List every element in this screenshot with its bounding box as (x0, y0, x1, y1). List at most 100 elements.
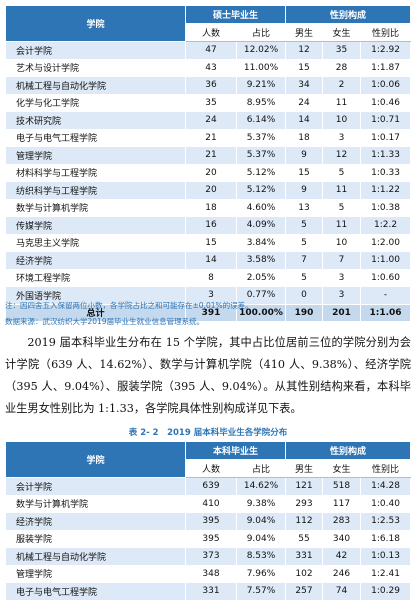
table-cell: 材料科学与工程学院 (5, 163, 186, 182)
table-cell: 373 (185, 547, 237, 566)
table-cell: 2.05% (235, 268, 287, 287)
table-cell: 246 (322, 564, 362, 583)
table-row: 化学与化工学院 35 8.95% 24 11 1:0.46 (5, 93, 412, 112)
table-row: 技术研究院 24 6.14% 14 10 1:0.71 (5, 111, 412, 130)
table-cell: 4.09% (235, 216, 287, 235)
table-cell: 传媒学院 (5, 216, 186, 235)
header-cell: 学院 (5, 5, 186, 42)
table-cell: 5.12% (235, 163, 287, 182)
table-cell: 24 (185, 111, 237, 130)
table-cell: 7 (322, 251, 362, 270)
table-cell: 10 (322, 111, 362, 130)
table-cell: 12 (322, 146, 362, 165)
table-cell: 1:2.2 (360, 216, 412, 235)
table-cell: 电子与电气工程学院 (5, 128, 186, 147)
table-cell: 9 (285, 181, 324, 200)
table-cell: 15 (185, 233, 237, 252)
table-cell: 18 (285, 128, 324, 147)
table-cell: 经济学院 (5, 512, 186, 531)
table-cell: 外国语学院 (5, 286, 186, 305)
table-cell: 1:0.40 (360, 494, 412, 513)
table-cell: 1:1.22 (360, 181, 412, 200)
table-cell: 5.37% (235, 146, 287, 165)
table-cell: 0 (285, 286, 324, 305)
table-row: 会计学院 47 12.02% 12 35 1:2.92 (5, 41, 412, 60)
table-cell: 1:0.33 (360, 163, 412, 182)
table-cell: 100.00% (235, 303, 287, 322)
table-cell: 15 (285, 58, 324, 77)
table-cell: 机械工程与自动化学院 (5, 76, 186, 95)
table-cell: 3.84% (235, 233, 287, 252)
table-cell: 管理学院 (5, 146, 186, 165)
table-cell: 纺织科学与工程学院 (5, 181, 186, 200)
table-cell: 5 (285, 233, 324, 252)
table-cell: 21 (185, 146, 237, 165)
table-cell: 7.96% (235, 564, 287, 583)
table-cell: 服装学院 (5, 529, 186, 548)
table-cell: 艺术与设计学院 (5, 58, 186, 77)
header-cell: 女生 (322, 23, 362, 42)
table-cell: 24 (285, 93, 324, 112)
header-row: 人数 占比 男生 女生 性别比 (6, 459, 412, 478)
table-cell: 11 (322, 216, 362, 235)
table-row: 电子与电气工程学院 21 5.37% 18 3 1:0.17 (5, 128, 412, 147)
header-cell: 人数 (185, 459, 237, 478)
table-cell: 28 (322, 58, 362, 77)
header-cell: 性别比 (360, 23, 412, 42)
table-cell: 117 (322, 494, 362, 513)
table-cell: 21 (185, 128, 237, 147)
table-row: 电子与电气工程学院 331 7.57% 257 74 1:0.29 (5, 582, 412, 601)
table-cell: 15 (285, 163, 324, 182)
header-cell: 人数 (185, 23, 237, 42)
table-cell: 电子与电气工程学院 (5, 582, 186, 601)
table-cell: - (360, 286, 412, 305)
table-cell: 36 (185, 76, 237, 95)
table-cell: 4.60% (235, 198, 287, 217)
header-cell: 男生 (285, 23, 324, 42)
table-row: 数学与计算机学院 18 4.60% 13 5 1:0.38 (5, 198, 412, 217)
table-cell: 257 (285, 582, 324, 601)
table-cell: 121 (285, 477, 324, 496)
total-row: 总计 391 100.00% 190 201 1:1.06 (5, 303, 412, 322)
table-row: 机械工程与自动化学院 373 8.53% 331 42 1:0.13 (5, 547, 412, 566)
note: 数据来源：武汉纺织大学2019届毕业生就业信息管理系统。 (5, 317, 205, 326)
table-cell: 2 (322, 76, 362, 95)
table-cell: 总计 (5, 303, 186, 322)
table-cell: 1:0.71 (360, 111, 412, 130)
table-cell: 395 (185, 512, 237, 531)
note: 注：因四舍五入保留两位小数，各学院占比之和可能存在±0.01%的误差。 (5, 301, 253, 310)
table-cell: 1:0.13 (360, 547, 412, 566)
table-cell: 42 (322, 547, 362, 566)
table-cell: 1:0.17 (360, 128, 412, 147)
header-cell: 硕士毕业生 (184, 5, 287, 24)
table-cell: 331 (185, 582, 237, 601)
table-cell: 9 (285, 146, 324, 165)
table-cell: 5 (322, 198, 362, 217)
table-row: 艺术与设计学院 43 11.00% 15 28 1:1.87 (5, 58, 412, 77)
table-cell: 1:1.87 (360, 58, 412, 77)
table-cell: 7 (285, 251, 324, 270)
table: 学院 硕士毕业生 性别构成 人数 占比 男生 女生 性别比 会计学院 47 12.02% 12 35 1:… (5, 5, 412, 322)
paragraph: 2019 届本科毕业生分布在 15 个学院，其中占比位居前三位的学院分别为会计学… (5, 336, 411, 415)
table-cell: 数学与计算机学院 (5, 494, 186, 513)
table-cell: 环境工程学院 (5, 268, 186, 287)
table-cell: 1:0.38 (360, 198, 412, 217)
table-cell: 6.14% (235, 111, 287, 130)
table-row: 会计学院 639 14.62% 121 518 1:4.28 (5, 477, 412, 496)
table-cell: 518 (322, 477, 362, 496)
table-cell: 1:2.53 (360, 512, 412, 531)
table-cell: 管理学院 (5, 564, 186, 583)
table-cell: 410 (185, 494, 237, 513)
table-cell: 3 (322, 286, 362, 305)
table-row: 机械工程与自动化学院 36 9.21% 34 2 1:0.06 (5, 76, 412, 95)
table-cell: 293 (285, 494, 324, 513)
header-cell: 占比 (235, 23, 287, 42)
header-cell: 女生 (322, 459, 362, 478)
table-cell: 395 (185, 529, 237, 548)
table-row: 管理学院 348 7.96% 102 246 1:2.41 (5, 564, 412, 583)
table-cell: 14 (185, 251, 237, 270)
table-cell: 12 (285, 41, 324, 60)
table-cell: 8.95% (235, 93, 287, 112)
table-cell: 340 (322, 529, 362, 548)
table-row: 传媒学院 16 4.09% 5 11 1:2.2 (5, 216, 412, 235)
